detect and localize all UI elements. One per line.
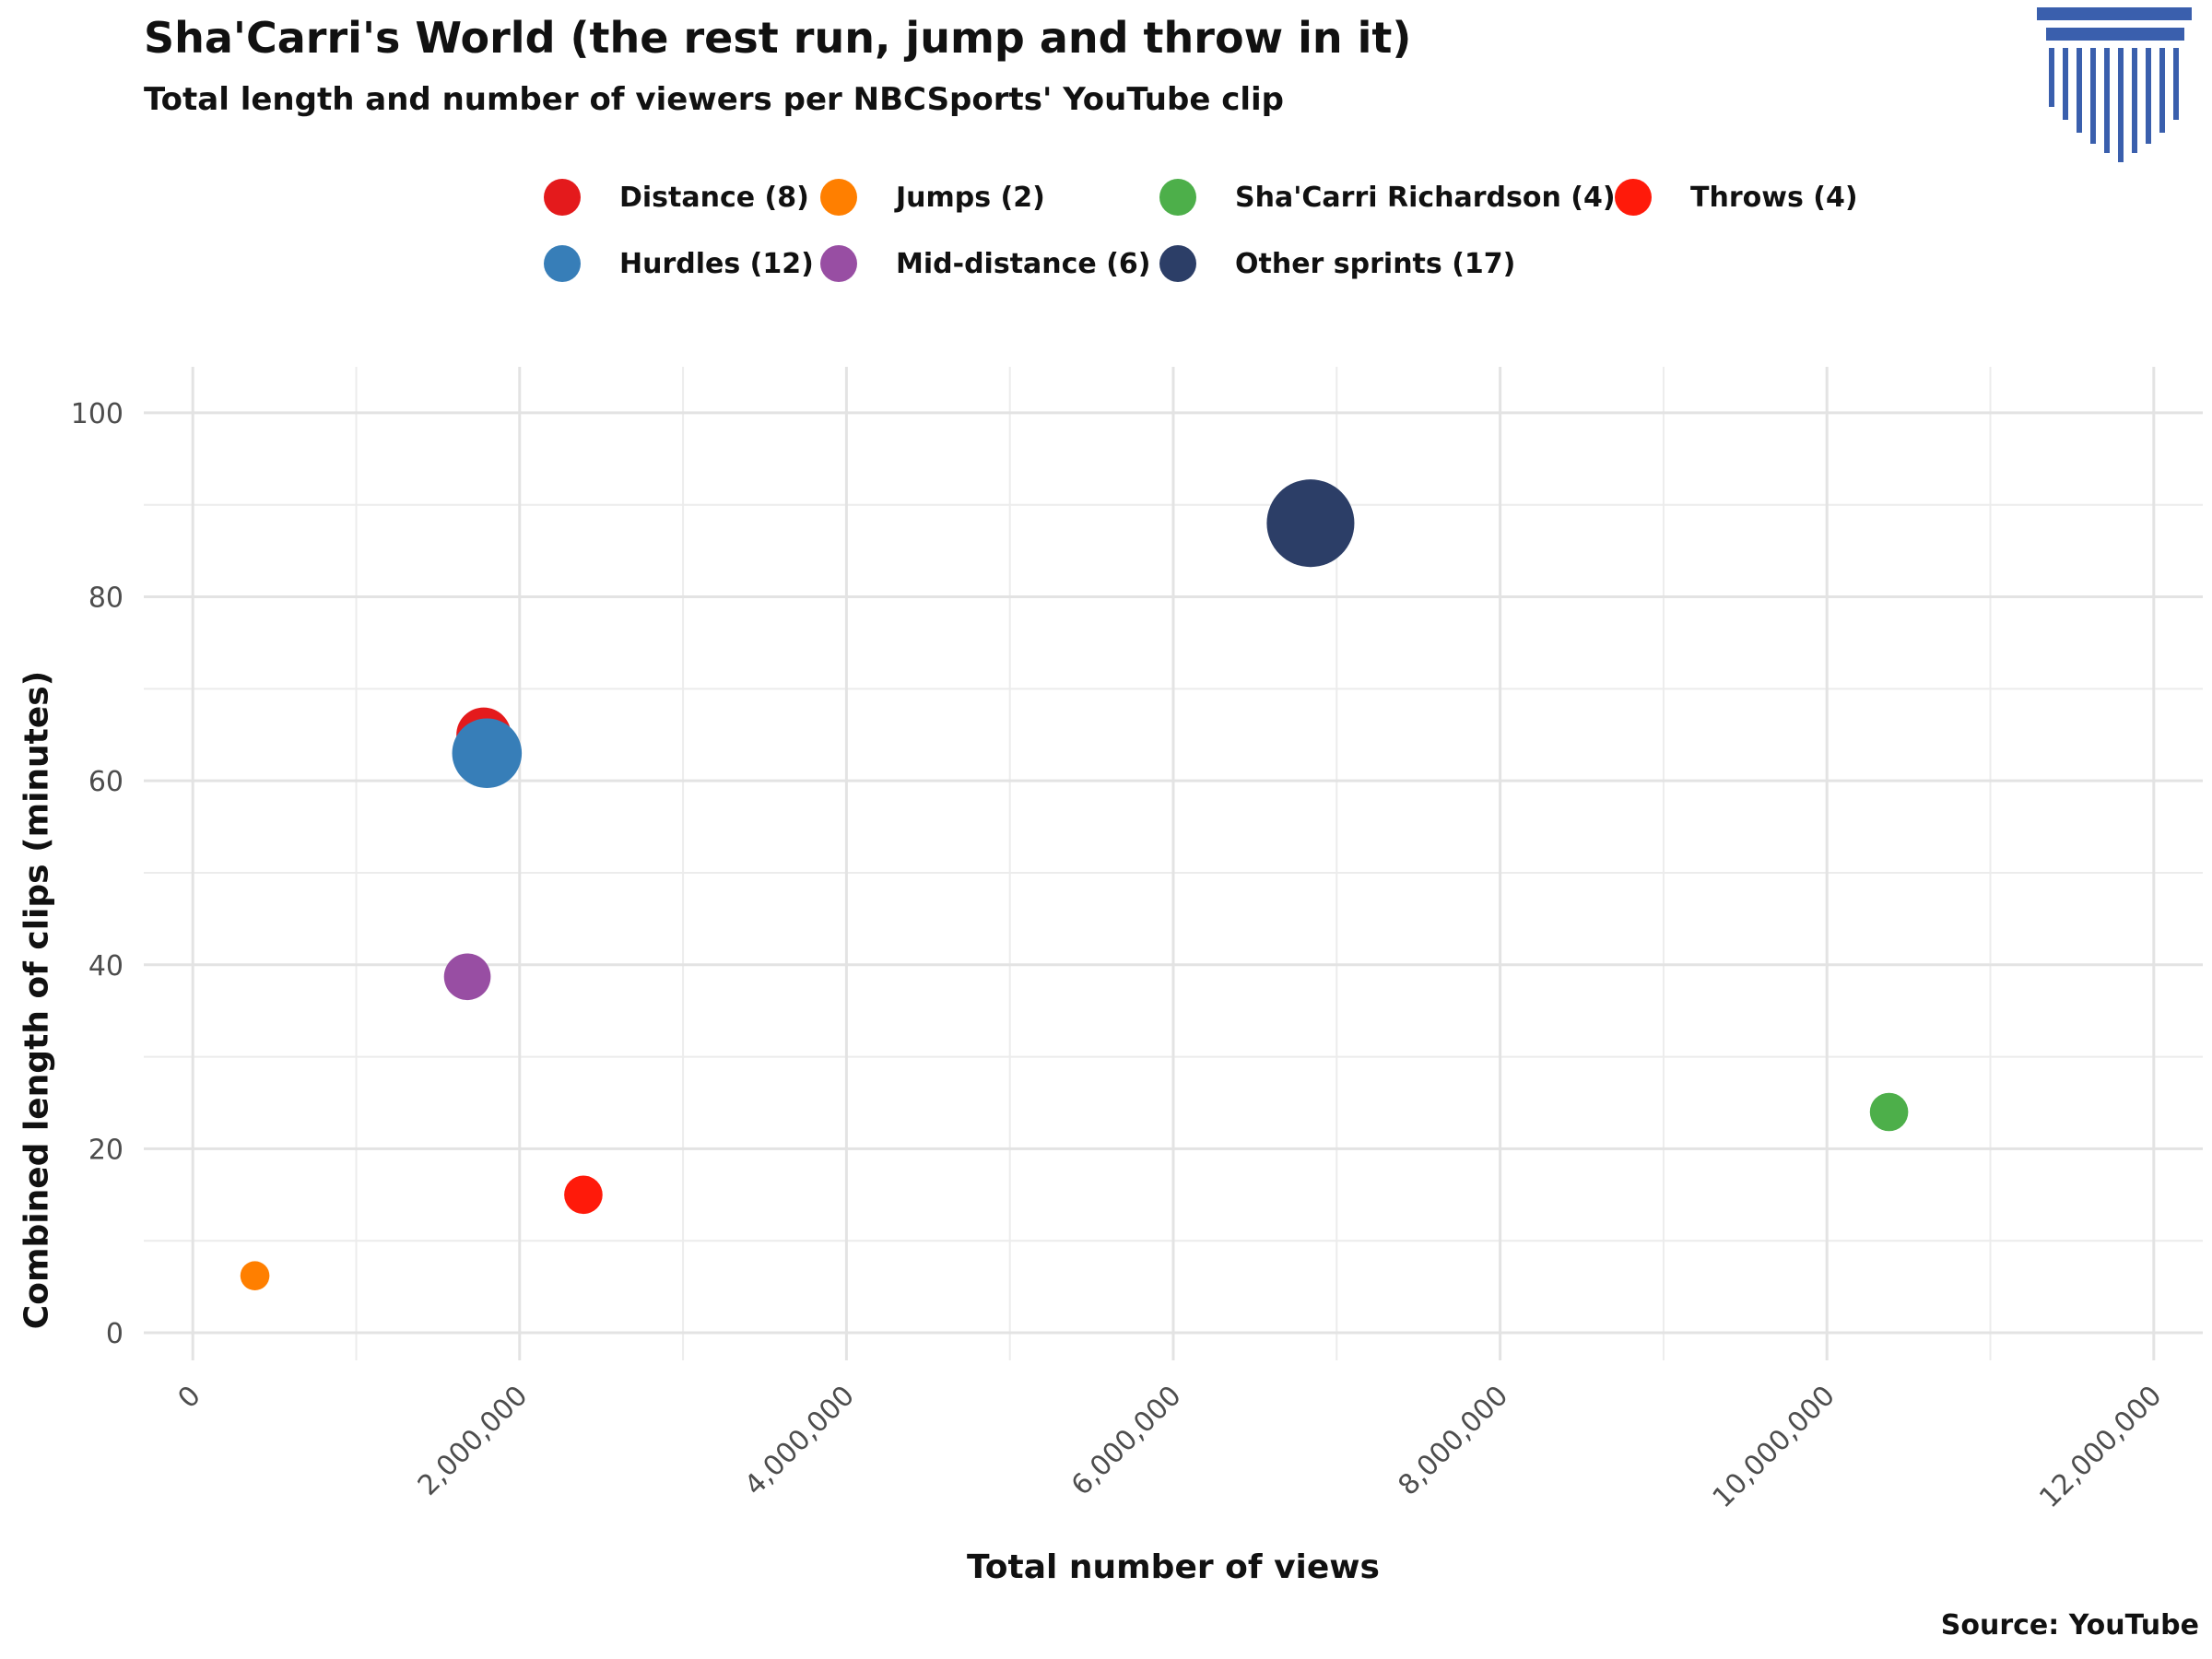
legend-swatch [1159, 179, 1196, 216]
x-tick-label: 0 [172, 1380, 207, 1415]
legend-swatch [1615, 179, 1652, 216]
data-point-jumps-2 [240, 1261, 270, 1290]
legend-item: Other sprints (17) [1159, 241, 1515, 286]
legend-item: Mid-distance (6) [820, 241, 1151, 286]
legend-swatch [820, 245, 857, 282]
legend-item: Sha'Carri Richardson (4) [1159, 175, 1616, 219]
data-point-mid-distance-6 [443, 953, 491, 1001]
y-tick-label: 0 [106, 1318, 124, 1350]
y-tick-label: 40 [88, 950, 124, 982]
legend-item: Jumps (2) [820, 175, 1045, 219]
data-point-other-sprints-17 [1266, 479, 1355, 568]
legend-label: Sha'Carri Richardson (4) [1235, 181, 1616, 214]
y-tick-label: 20 [88, 1134, 124, 1166]
data-point-throws-4 [564, 1175, 603, 1215]
data-point-hurdles-12 [452, 718, 523, 789]
x-tick-label: 2,000,000 [412, 1380, 535, 1502]
y-tick-label: 100 [71, 398, 124, 430]
column-pillar-icon [2035, 6, 2194, 166]
legend-item: Hurdles (12) [544, 241, 814, 286]
x-tick-label: 12,000,000 [2033, 1380, 2168, 1514]
legend-label: Other sprints (17) [1235, 247, 1516, 280]
legend-label: Hurdles (12) [619, 247, 814, 280]
x-tick-label: 10,000,000 [1707, 1380, 1841, 1514]
legend-swatch [544, 179, 581, 216]
y-axis-ticks: 0 20 40 60 80 100 [71, 398, 124, 1350]
data-point-sha-carri-richardson-4 [1869, 1092, 1909, 1132]
y-axis-label: Combined length of clips (minutes) [18, 670, 56, 1330]
legend-label: Jumps (2) [896, 181, 1045, 214]
legend-swatch [544, 245, 581, 282]
chart-legend: Distance (8) Jumps (2) Sha'Carri Richardso… [544, 175, 1871, 295]
legend-swatch [820, 179, 857, 216]
x-axis-label: Total number of views [967, 1548, 1380, 1586]
grid-lines [144, 367, 2203, 1360]
legend-label: Distance (8) [619, 181, 809, 214]
x-tick-label: 8,000,000 [1393, 1380, 1515, 1502]
legend-item: Throws (4) [1615, 175, 1858, 219]
chart-title: Sha'Carri's World (the rest run, jump an… [144, 13, 1412, 63]
y-tick-label: 80 [88, 582, 124, 615]
x-tick-label: 4,000,000 [738, 1380, 861, 1502]
legend-label: Mid-distance (6) [896, 247, 1151, 280]
data-points [240, 479, 1909, 1290]
legend-swatch [1159, 245, 1196, 282]
x-axis-ticks: 0 2,000,000 4,000,000 6,000,000 8,000,000 10,… [172, 1380, 2169, 1514]
legend-label: Throws (4) [1690, 181, 1858, 214]
source-caption: Source: YouTube [1940, 1609, 2199, 1641]
y-tick-label: 60 [88, 766, 124, 798]
x-tick-label: 6,000,000 [1065, 1380, 1188, 1502]
legend-item: Distance (8) [544, 175, 809, 219]
chart-subtitle: Total length and number of viewers per N… [144, 81, 1285, 118]
